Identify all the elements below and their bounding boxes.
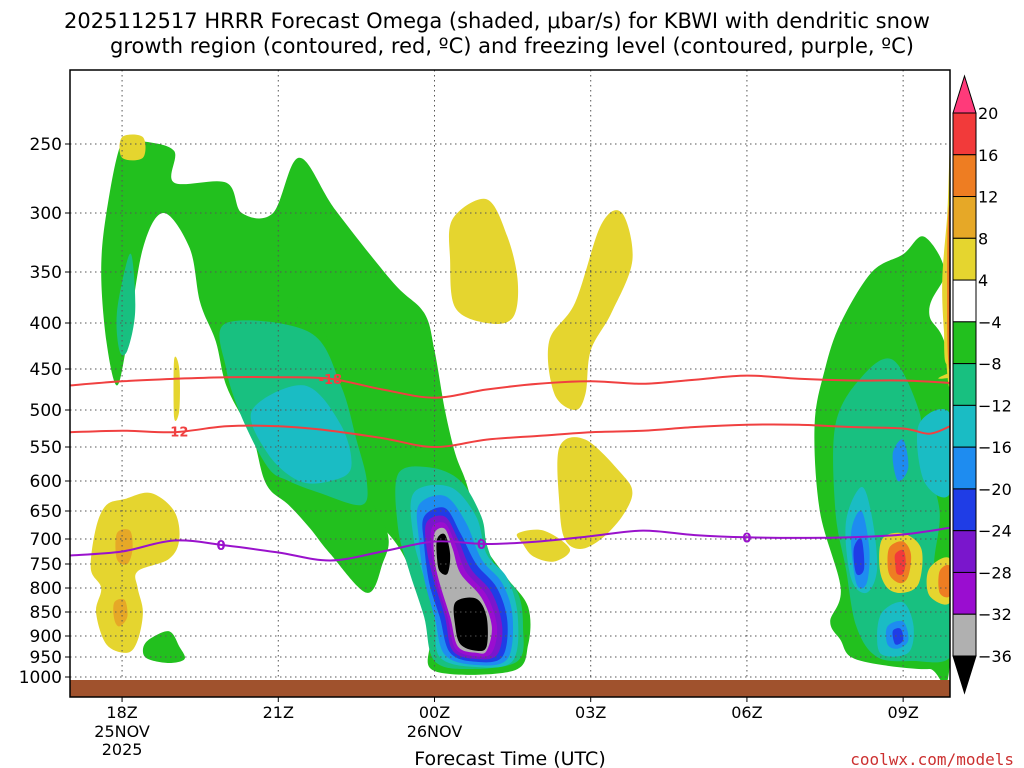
omega-region-neg40 (453, 597, 488, 652)
omega-shading (90, 134, 950, 685)
omega-region-4 (516, 529, 571, 562)
y-tick-label: 800 (30, 579, 62, 599)
omega-positive-core (938, 564, 950, 598)
colorbar-label: −20 (978, 480, 1012, 499)
omega-region-4 (173, 356, 180, 422)
y-tick-label: 700 (30, 530, 62, 550)
y-tick-label: 350 (30, 263, 62, 283)
colorbar-swatch (952, 112, 977, 156)
x-tick-label: 03Z (575, 703, 606, 722)
x-tick-label: 09Z (887, 703, 918, 722)
x-axis-label: Forecast Time (UTC) (414, 748, 605, 768)
colorbar-min-arrow (952, 655, 977, 695)
colorbar-swatch (952, 571, 977, 615)
y-tick-label: 1000 (19, 668, 62, 688)
x-tick-label: 21Z (263, 703, 294, 722)
omega-region-4 (90, 492, 180, 653)
colorbar-swatch (952, 488, 977, 532)
chart-title-line2: growth region (contoured, red, ºC) and f… (110, 34, 914, 58)
x-tick-label: 2025 (102, 740, 143, 759)
y-tick-label: 300 (30, 204, 62, 224)
x-tick-label: 00Z (419, 703, 450, 722)
y-tick-label: 600 (30, 472, 62, 492)
colorbar-label: 16 (978, 146, 998, 165)
colorbar-swatch (952, 279, 977, 323)
omega-region-neg12 (116, 253, 136, 356)
colorbar-swatch (952, 613, 977, 657)
omega-region-neg40 (436, 533, 451, 575)
colorbar-label: −16 (978, 438, 1012, 457)
colorbar-swatch (952, 530, 977, 573)
colorbar-label: −28 (978, 563, 1012, 582)
colorbar-label: 4 (978, 271, 988, 290)
y-tick-label: 650 (30, 502, 62, 522)
omega-positive-core (113, 598, 128, 627)
y-tick-label: 950 (30, 648, 62, 668)
y-tick-label: 850 (30, 603, 62, 623)
colorbar-max-arrow (952, 74, 977, 114)
colorbar-label: 8 (978, 229, 988, 248)
contour-label: 12 (170, 426, 188, 441)
omega-region-neg8 (142, 631, 185, 663)
contour-dgz-18c (70, 374, 950, 399)
colorbar-label: −24 (978, 522, 1012, 541)
colorbar-label: −32 (978, 605, 1012, 624)
x-tick-label: 06Z (731, 703, 762, 722)
omega-region-neg20 (892, 439, 909, 482)
omega-region-neg16 (917, 409, 950, 498)
colorbar: 20 16 12 8 4 −4 −8 −12 −16 −20 −24 −28 −32 −36 (952, 74, 1012, 695)
colorbar-label: 12 (978, 188, 998, 207)
colorbar-swatch (952, 154, 977, 198)
omega-region-4 (938, 373, 950, 379)
y-tick-label: 450 (30, 360, 62, 380)
colorbar-swatch (952, 237, 977, 281)
omega-region-4 (557, 437, 633, 549)
omega-region-neg24 (892, 628, 904, 645)
y-tick-label: 750 (30, 555, 62, 575)
colorbar-swatch (952, 363, 977, 406)
y-axis: 250 300 350 400 450 500 550 600 650 700 750 800 850 9… (19, 135, 70, 688)
contour-dgz-12c (70, 423, 950, 449)
colorbar-swatch (952, 446, 977, 490)
colorbar-label: −36 (978, 647, 1012, 666)
colorbar-label: −4 (978, 313, 1002, 332)
omega-positive-core (894, 549, 906, 575)
plot-area: -18 12 0 0 0 (69, 69, 951, 698)
omega-positive-core (115, 529, 133, 565)
x-tick-label: 26NOV (407, 722, 463, 741)
contour-freezing-level-0c (70, 526, 950, 562)
colorbar-swatch (952, 321, 977, 365)
contour-label: -18 (319, 373, 343, 388)
colorbar-label: 20 (978, 104, 998, 123)
x-tick-label: 18Z (106, 703, 137, 722)
colorbar-label: −12 (978, 396, 1012, 415)
contour-label: 0 (216, 539, 225, 554)
credit-text[interactable]: coolwx.com/models (850, 750, 1014, 768)
omega-region-4 (119, 134, 146, 161)
contour-label: 0 (477, 538, 486, 553)
omega-region-4 (448, 198, 519, 324)
contour-lines: -18 12 0 0 0 (70, 373, 950, 562)
y-tick-label: 400 (30, 314, 62, 334)
y-tick-label: 550 (30, 438, 62, 458)
colorbar-swatch (952, 196, 977, 239)
contour-label: 0 (742, 531, 751, 546)
colorbar-swatch (952, 404, 977, 448)
chart-title-line1: 2025112517 HRRR Forecast Omega (shaded, … (64, 9, 930, 33)
y-tick-label: 250 (30, 135, 62, 155)
colorbar-label: −8 (978, 355, 1002, 374)
y-tick-label: 900 (30, 627, 62, 647)
y-tick-label: 500 (30, 401, 62, 421)
omega-region-neg24 (853, 538, 865, 576)
x-tick-label: 25NOV (94, 722, 150, 741)
ground-surface (70, 680, 950, 697)
